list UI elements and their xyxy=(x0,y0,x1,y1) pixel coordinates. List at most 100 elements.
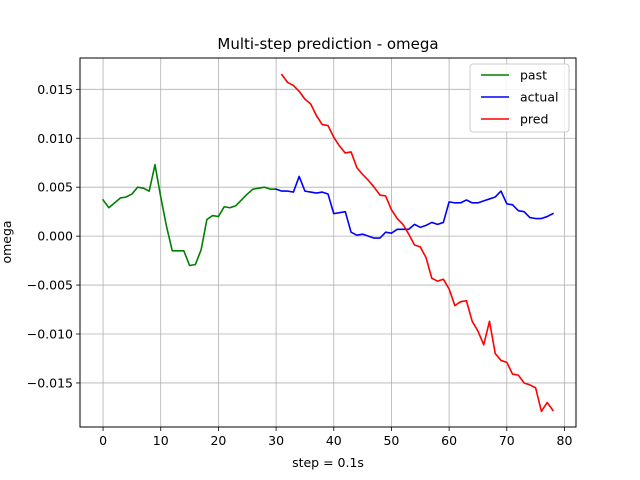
data-point-past xyxy=(103,199,104,200)
data-point-past xyxy=(241,199,242,200)
x-axis-label: step = 0.1s xyxy=(292,455,364,470)
data-point-pred xyxy=(524,382,525,383)
data-point-pred xyxy=(362,174,363,175)
data-point-actual xyxy=(299,176,300,177)
data-point-actual xyxy=(547,216,548,217)
data-point-pred xyxy=(420,246,421,247)
x-axis-ticks: 0 10 20 30 40 50 60 70 80 xyxy=(99,427,572,448)
data-point-past xyxy=(224,206,225,207)
data-point-pred xyxy=(339,146,340,147)
data-point-actual xyxy=(541,218,542,219)
y-tick-label: −0.010 xyxy=(27,327,73,342)
data-point-actual xyxy=(379,238,380,239)
data-point-past xyxy=(183,250,184,251)
data-point-pred xyxy=(299,91,300,92)
x-tick-label: 0 xyxy=(99,433,107,448)
data-point-pred xyxy=(322,124,323,125)
data-point-pred xyxy=(547,402,548,403)
data-point-pred xyxy=(374,187,375,188)
data-point-actual xyxy=(333,213,334,214)
data-point-pred xyxy=(535,387,536,388)
series-line-pred xyxy=(280,73,555,413)
data-point-pred xyxy=(391,209,392,210)
data-point-past xyxy=(212,215,213,216)
data-point-actual xyxy=(437,224,438,225)
data-point-pred xyxy=(351,151,352,152)
data-point-actual xyxy=(426,225,427,226)
data-point-past xyxy=(172,250,173,251)
data-point-pred xyxy=(293,85,294,86)
data-point-actual xyxy=(276,189,277,190)
data-point-past xyxy=(108,207,109,208)
data-point-past xyxy=(126,196,127,197)
data-point-actual xyxy=(391,233,392,234)
series-lines xyxy=(101,73,555,413)
data-point-actual xyxy=(356,235,357,236)
data-point-actual xyxy=(501,191,502,192)
data-point-actual xyxy=(552,213,553,214)
data-point-pred xyxy=(310,104,311,105)
data-point-actual xyxy=(506,203,507,204)
data-point-actual xyxy=(472,202,473,203)
data-point-actual xyxy=(443,222,444,223)
data-point-actual xyxy=(345,211,346,212)
data-point-actual xyxy=(414,224,415,225)
data-point-actual xyxy=(328,194,329,195)
data-point-past xyxy=(253,189,254,190)
data-point-past xyxy=(178,250,179,251)
y-axis-label: omega xyxy=(0,220,14,263)
data-point-actual xyxy=(368,236,369,237)
data-point-pred xyxy=(472,321,473,322)
data-point-past xyxy=(201,249,202,250)
series-line-actual xyxy=(275,175,555,239)
legend-label-past: past xyxy=(520,68,547,83)
y-axis-ticks: −0.015 −0.010 −0.005 0.000 0.005 0.010 0.015 xyxy=(27,82,80,390)
legend: past actual pred xyxy=(469,63,570,133)
data-point-actual xyxy=(477,202,478,203)
data-point-actual xyxy=(518,210,519,211)
data-point-actual xyxy=(466,199,467,200)
data-point-past xyxy=(206,219,207,220)
data-point-past xyxy=(166,226,167,227)
data-point-past xyxy=(258,188,259,189)
data-point-pred xyxy=(431,278,432,279)
data-point-actual xyxy=(397,229,398,230)
y-tick-label: 0.010 xyxy=(37,131,73,146)
data-point-actual xyxy=(362,234,363,235)
data-point-past xyxy=(195,264,196,265)
y-tick-label: −0.005 xyxy=(27,278,73,293)
data-point-pred xyxy=(408,234,409,235)
data-point-pred xyxy=(483,344,484,345)
x-tick-label: 80 xyxy=(557,433,573,448)
data-point-pred xyxy=(368,180,369,181)
y-tick-label: 0.005 xyxy=(37,180,73,195)
data-point-past xyxy=(114,202,115,203)
data-point-pred xyxy=(466,300,467,301)
data-point-actual xyxy=(454,202,455,203)
data-point-actual xyxy=(304,191,305,192)
data-point-past xyxy=(235,205,236,206)
data-point-pred xyxy=(454,305,455,306)
data-point-actual xyxy=(495,196,496,197)
data-point-pred xyxy=(518,375,519,376)
data-point-pred xyxy=(333,137,334,138)
data-point-pred xyxy=(426,257,427,258)
data-point-actual xyxy=(385,232,386,233)
data-point-pred xyxy=(460,301,461,302)
data-point-actual xyxy=(351,232,352,233)
data-point-past xyxy=(229,207,230,208)
data-point-pred xyxy=(304,99,305,100)
data-point-actual xyxy=(535,218,536,219)
data-point-pred xyxy=(529,384,530,385)
data-point-actual xyxy=(339,212,340,213)
data-point-pred xyxy=(287,82,288,83)
data-point-past xyxy=(149,191,150,192)
data-point-actual xyxy=(529,217,530,218)
data-point-actual xyxy=(281,191,282,192)
data-point-actual xyxy=(524,211,525,212)
data-point-pred xyxy=(345,152,346,153)
series-line-past xyxy=(101,163,277,267)
data-point-actual xyxy=(483,200,484,201)
data-point-actual xyxy=(316,193,317,194)
data-point-pred xyxy=(512,374,513,375)
